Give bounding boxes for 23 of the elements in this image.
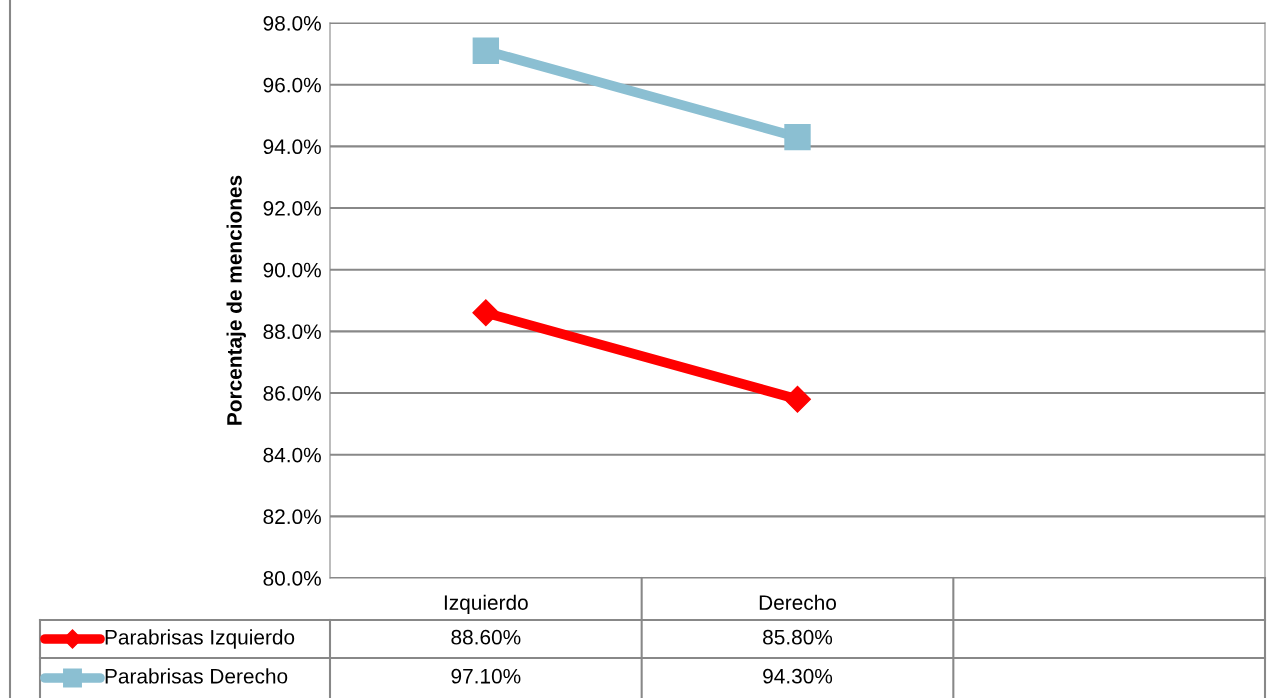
x-tick-label: Derecho <box>759 594 836 610</box>
point <box>784 123 811 151</box>
y-tick-label: 96.0% <box>263 77 321 93</box>
y-axis-title: Porcentaje de menciones <box>226 175 246 425</box>
legend-label: Parabrisas Izquierdo <box>105 629 295 649</box>
data-label: 94.30% <box>763 668 833 684</box>
y-tick-label: 86.0% <box>263 386 321 401</box>
data-label: 97.10% <box>451 668 521 684</box>
y-tick-label: 98.0% <box>263 16 321 31</box>
y-tick-label: 92.0% <box>263 201 321 216</box>
point <box>472 37 500 64</box>
data-label: 88.60% <box>451 629 521 645</box>
data-label: 85.80% <box>763 629 833 645</box>
y-tick-label: 82.0% <box>263 509 321 525</box>
point <box>472 299 500 327</box>
y-tick-label: 80.0% <box>263 571 321 586</box>
y-tick-label: 94.0% <box>263 139 321 155</box>
y-tick-label: 84.0% <box>263 447 321 463</box>
legend-label: Parabrisas Derecho <box>105 668 288 684</box>
x-tick-label: Izquierdo <box>444 594 528 615</box>
y-tick-label: 90.0% <box>263 262 321 278</box>
y-tick-label: 88.0% <box>263 324 321 340</box>
point <box>784 385 811 413</box>
